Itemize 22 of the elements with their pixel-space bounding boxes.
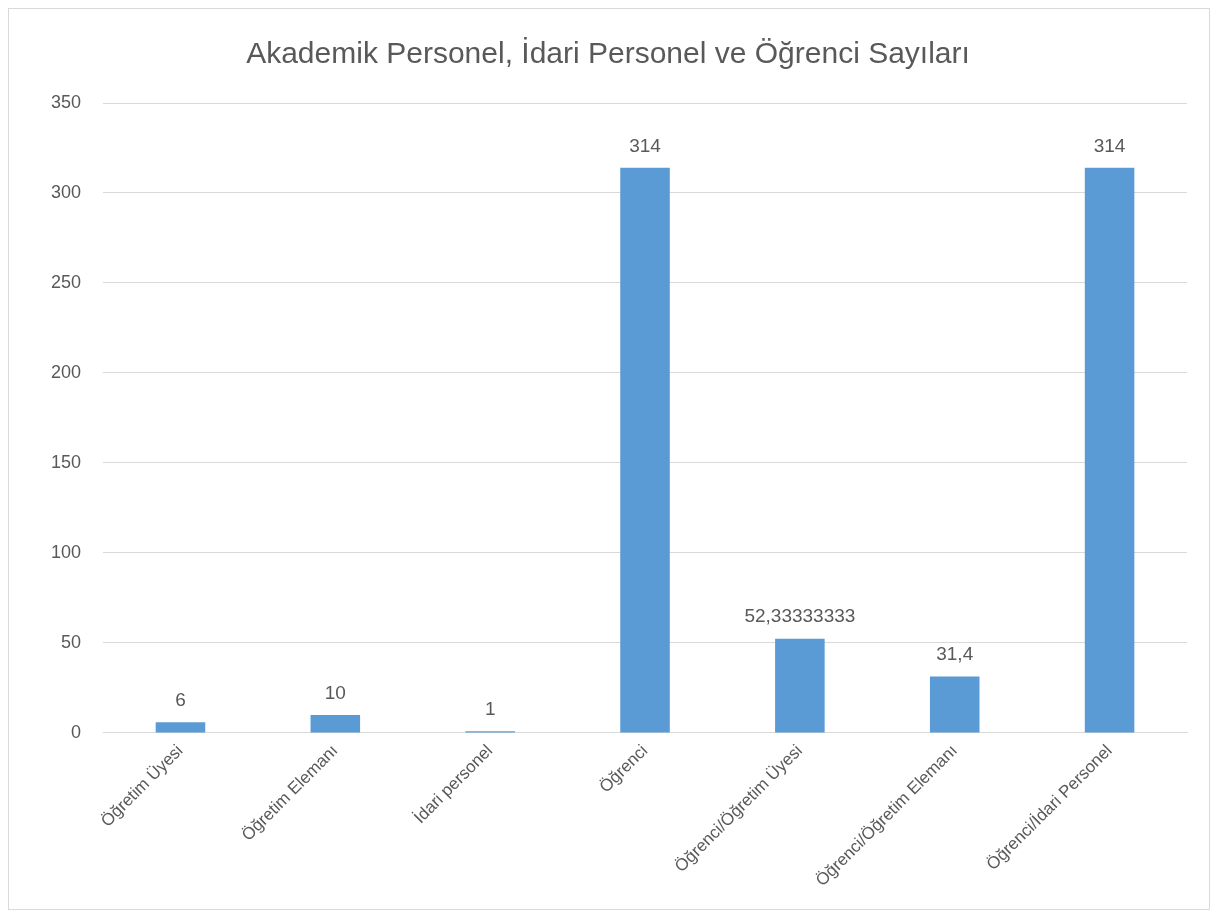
- y-tick-label: 100: [50, 541, 82, 562]
- chart-title: Akademik Personel, İdari Personel ve Öğrenci Sayıları: [246, 36, 970, 70]
- y-tick-label: 200: [50, 361, 82, 382]
- data-label: 52,33333333: [744, 605, 856, 627]
- bar: [929, 676, 980, 733]
- y-tick-label: 300: [50, 181, 82, 202]
- y-tick-label: 150: [50, 451, 82, 472]
- bar: [620, 167, 670, 733]
- data-label: 31,4: [936, 643, 974, 665]
- data-label: 10: [324, 681, 346, 703]
- bar: [310, 714, 361, 733]
- y-tick-label: 350: [50, 91, 82, 112]
- data-label: 6: [175, 688, 186, 710]
- bar: [775, 638, 825, 733]
- bar: [1084, 167, 1135, 733]
- data-label: 314: [1093, 134, 1126, 156]
- data-label: 314: [629, 134, 662, 156]
- data-label: 1: [484, 697, 496, 719]
- y-tick-label: 0: [71, 721, 82, 742]
- y-tick-label: 250: [50, 271, 82, 292]
- bar: [155, 722, 206, 733]
- y-tick-label: 50: [61, 631, 82, 652]
